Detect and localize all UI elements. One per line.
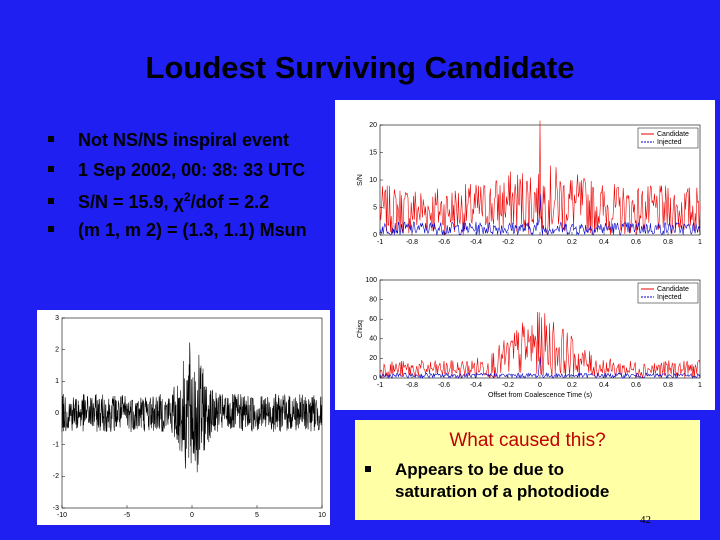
y-tick-label: -1: [53, 442, 59, 449]
signal-trace: [61, 342, 323, 473]
y-tick-label: 0: [55, 410, 59, 417]
plot-panel: 20 15 10 5 0 -1 -0.8 -0.6 -0.4 -0.2 0 0.2 0.4 0.6 0.8 1…: [335, 100, 715, 410]
callout-line-wrap: saturation of a photodiode: [395, 482, 609, 502]
x-tick-label: 1: [698, 382, 702, 389]
slide-title: Loudest Surviving Candidate: [145, 50, 575, 85]
bullet: (m 1, m 2) = (1.3, 1.1) Msun: [48, 220, 307, 241]
bullet-text: S/N = 15.9, χ: [78, 192, 184, 212]
x-tick-label: -0.8: [406, 239, 418, 246]
y-tick-label: 5: [373, 204, 377, 211]
y-tick-label: 20: [369, 355, 377, 362]
x-tick-label: 0.2: [567, 239, 577, 246]
x-tick-label: 0.6: [631, 239, 641, 246]
legend-label: Candidate: [657, 131, 689, 138]
bullet: Not NS/NS inspiral event: [48, 130, 289, 151]
signal-trace: [379, 356, 701, 379]
strain-panel: 3 2 1 0 -1 -2 -3 -10 -5 0 5 10: [37, 310, 330, 525]
y-axis-label: S/N: [357, 174, 364, 186]
x-tick-label: 0: [538, 382, 542, 389]
callout-heading: What caused this?: [449, 430, 606, 451]
x-tick-label: 0.8: [663, 382, 673, 389]
x-tick-label: 0.6: [631, 382, 641, 389]
x-tick-label: 0.2: [567, 382, 577, 389]
y-tick-label: 0: [373, 232, 377, 239]
legend-box: [637, 127, 699, 149]
x-tick-label: -0.8: [406, 382, 418, 389]
y-tick-label: 0: [373, 375, 377, 382]
signal-trace: [379, 193, 701, 236]
y-tick-label: 100: [365, 277, 377, 284]
y-tick-label: 60: [369, 316, 377, 323]
callout-line: saturation of a photodiode: [395, 482, 610, 501]
bullet: 1 Sep 2002, 00: 38: 33 UTC: [48, 160, 305, 181]
legend-label: Injected: [657, 294, 682, 301]
x-tick-label: -0.2: [502, 382, 514, 389]
callout-line: Appears to be due to: [395, 460, 565, 479]
x-tick-label: 0.4: [599, 382, 609, 389]
y-tick-label: 2: [55, 347, 59, 354]
x-tick-label: -10: [57, 512, 67, 519]
x-tick-label: 1: [698, 239, 702, 246]
legend-label: Candidate: [657, 286, 689, 293]
x-tick-label: 0.8: [663, 239, 673, 246]
x-tick-label: 10: [318, 512, 326, 519]
bullet-text: (m 1, m 2) = (1.3, 1.1) Msun: [78, 220, 307, 240]
x-tick-label: 0: [190, 512, 194, 519]
legend-box: [637, 282, 699, 304]
legend-label: Injected: [657, 139, 682, 146]
x-tick-label: 0: [538, 239, 542, 246]
y-tick-label: -2: [53, 473, 59, 480]
x-axis-label: Offset from Coalescence Time (s): [488, 392, 592, 399]
y-tick-label: 80: [369, 296, 377, 303]
page-number: 42: [640, 514, 651, 526]
callout-box: What caused this? Appears to be due to s…: [355, 420, 700, 520]
y-axis-label: Chisq: [357, 320, 364, 338]
x-tick-label: 5: [255, 512, 259, 519]
y-tick-label: -3: [53, 505, 59, 512]
signal-trace: [379, 120, 701, 236]
bullet-text: 2: [183, 190, 191, 204]
x-tick-label: -0.4: [470, 239, 482, 246]
y-tick-label: 1: [55, 378, 59, 385]
bullet: S/N = 15.9, χ2/dof = 2.2: [48, 190, 269, 213]
y-tick-label: 15: [369, 149, 377, 156]
x-tick-label: -0.2: [502, 239, 514, 246]
x-tick-label: -0.6: [438, 239, 450, 246]
y-tick-label: 10: [369, 177, 377, 184]
bullet-text: /dof = 2.2: [190, 192, 270, 212]
x-tick-label: -0.4: [470, 382, 482, 389]
y-tick-label: 40: [369, 336, 377, 343]
y-tick-label: 20: [369, 122, 377, 129]
bullet-text: Not NS/NS inspiral event: [78, 130, 290, 150]
callout-bullet: Appears to be due to: [365, 460, 564, 480]
x-tick-label: -1: [377, 239, 383, 246]
bullet-text: 1 Sep 2002, 00: 38: 33 UTC: [78, 160, 306, 180]
x-tick-label: -5: [124, 512, 130, 519]
x-tick-label: 0.4: [599, 239, 609, 246]
x-tick-label: -1: [377, 382, 383, 389]
x-tick-label: -0.6: [438, 382, 450, 389]
y-tick-label: 3: [55, 315, 59, 322]
